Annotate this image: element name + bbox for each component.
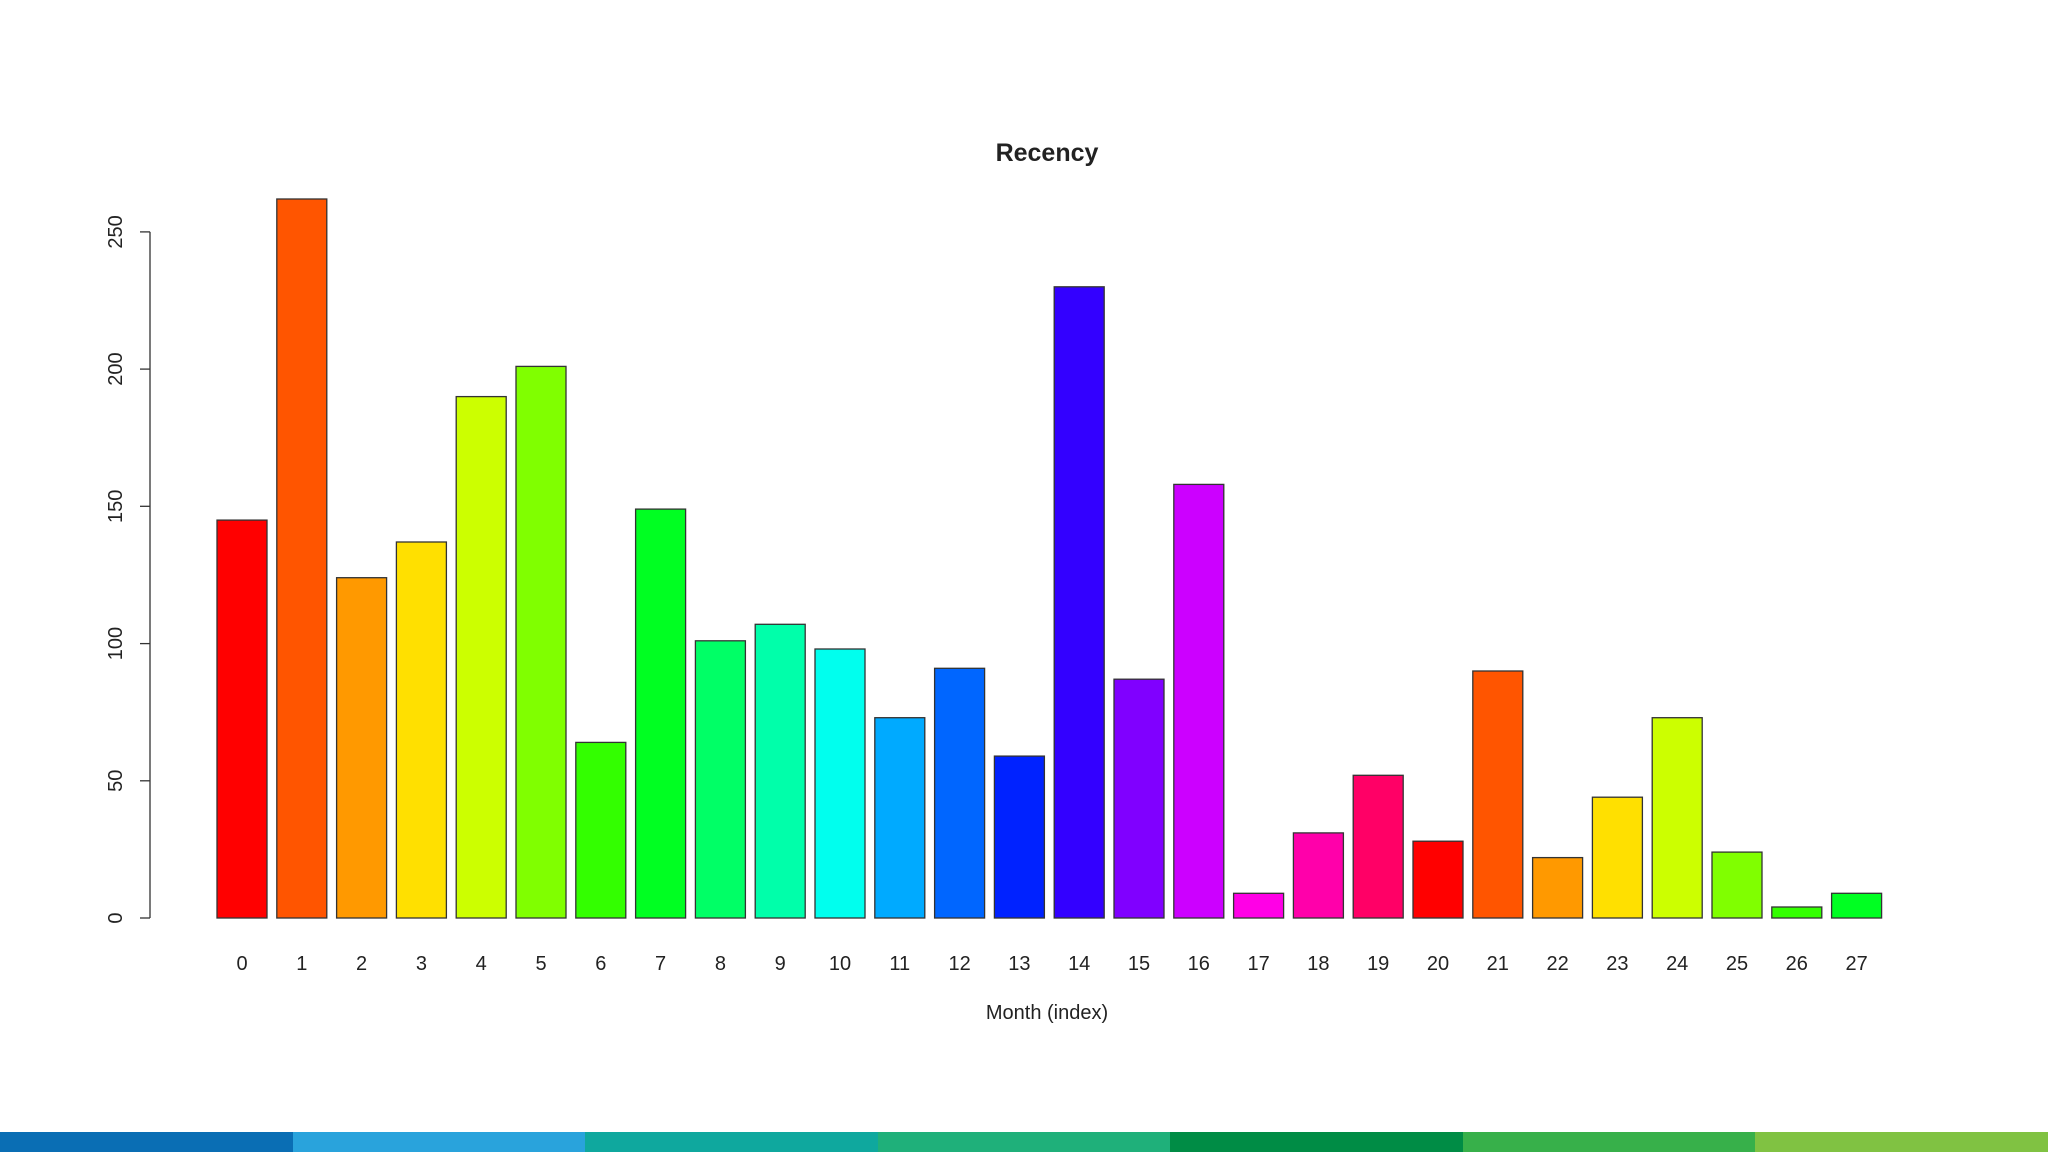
bar-16 [1173, 483, 1225, 919]
footer-band-segment [1462, 1132, 1756, 1152]
bar-2 [335, 577, 388, 919]
x-tick-label: 13 [1008, 953, 1030, 975]
x-tick-label: 17 [1247, 953, 1269, 975]
x-tick-label: 24 [1666, 953, 1688, 975]
x-tick-label: 8 [715, 953, 726, 975]
bar-19 [1352, 774, 1404, 919]
x-tick-label: 6 [595, 953, 606, 975]
x-tick-labels: 0 1 2 3 4 5 6 7 8 9 10 11 12 13 14 15 16 17 18 19 20 21 22 23 24… [236, 953, 1867, 975]
bar-18 [1292, 832, 1345, 919]
x-tick-label: 10 [829, 953, 851, 975]
bar-13 [993, 755, 1046, 919]
footer-band-segment [0, 1132, 293, 1152]
x-tick-label: 23 [1606, 953, 1628, 975]
bars-group [216, 198, 1883, 919]
footer-band-segment [1755, 1132, 2048, 1152]
bar-10 [814, 648, 866, 919]
x-tick-label: 19 [1367, 953, 1389, 975]
x-tick-label: 1 [296, 953, 307, 975]
bar-11 [874, 717, 926, 919]
bar-23 [1591, 796, 1644, 919]
y-tick-label: 150 [105, 490, 127, 523]
x-tick-label: 22 [1546, 953, 1568, 975]
x-tick-label: 9 [775, 953, 786, 975]
x-tick-label: 15 [1128, 953, 1150, 975]
y-tick-label: 200 [105, 352, 127, 385]
bar-24 [1651, 717, 1703, 919]
bar-26 [1771, 906, 1823, 919]
bar-9 [754, 623, 806, 919]
x-tick-label: 27 [1845, 953, 1867, 975]
footer-band-segment [877, 1132, 1171, 1152]
bar-0 [216, 519, 268, 919]
x-tick-label: 20 [1427, 953, 1449, 975]
x-axis-label: Month (index) [986, 1002, 1108, 1024]
footer-band-segment [292, 1132, 586, 1152]
x-tick-label: 12 [948, 953, 970, 975]
bar-15 [1113, 678, 1165, 919]
footer-color-band [0, 1132, 2048, 1152]
y-axis: 0 50 100 150 200 250 [105, 215, 151, 924]
footer-band-segment [585, 1132, 878, 1152]
bar-27 [1830, 892, 1883, 919]
bar-14 [1053, 286, 1105, 919]
x-tick-label: 4 [476, 953, 487, 975]
chart-title: Recency [996, 139, 1099, 167]
bar-5 [515, 365, 567, 919]
bar-4 [455, 395, 507, 919]
bar-12 [933, 667, 986, 919]
bar-20 [1412, 840, 1464, 919]
x-tick-label: 21 [1487, 953, 1509, 975]
x-tick-label: 26 [1786, 953, 1808, 975]
bar-7 [634, 508, 687, 919]
x-tick-label: 16 [1188, 953, 1210, 975]
x-tick-label: 0 [236, 953, 247, 975]
y-tick-label: 250 [105, 215, 127, 248]
footer-band-segment [1170, 1132, 1463, 1152]
x-tick-label: 7 [655, 953, 666, 975]
bar-21 [1472, 670, 1524, 919]
x-tick-label: 25 [1726, 953, 1748, 975]
x-tick-label: 18 [1307, 953, 1329, 975]
y-tick-label: 100 [105, 627, 127, 660]
bar-3 [395, 541, 448, 919]
x-tick-label: 11 [889, 953, 910, 975]
bar-6 [575, 741, 627, 919]
bar-8 [694, 640, 747, 919]
x-tick-label: 3 [416, 953, 427, 975]
x-tick-label: 14 [1068, 953, 1090, 975]
y-tick-label: 0 [105, 912, 127, 923]
bar-22 [1531, 856, 1584, 919]
bar-1 [276, 198, 328, 919]
x-tick-label: 5 [535, 953, 546, 975]
bar-25 [1711, 851, 1763, 919]
y-tick-label: 50 [105, 770, 127, 792]
x-tick-label: 2 [356, 953, 367, 975]
bar-17 [1232, 892, 1285, 919]
